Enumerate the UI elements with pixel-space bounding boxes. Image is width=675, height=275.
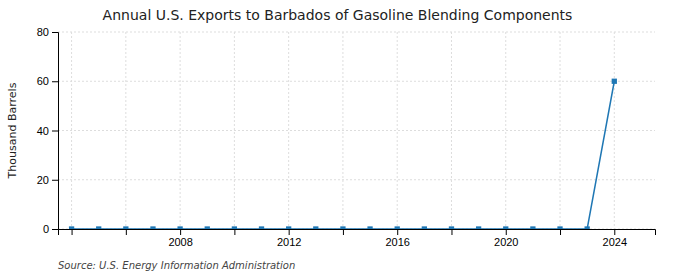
x-tick-label: 2020: [494, 236, 518, 248]
x-tick-mark: [343, 229, 344, 235]
x-tick: [560, 229, 561, 235]
y-tick-label: 60: [37, 75, 49, 87]
point: [449, 226, 454, 229]
y-tick-label: 0: [43, 223, 49, 235]
y-tick-mark: [52, 131, 58, 132]
point: [259, 226, 264, 229]
grid-line-y: [58, 32, 655, 33]
y-tick-mark: [52, 180, 58, 181]
y-tick-mark: [52, 32, 58, 33]
point: [205, 226, 210, 229]
point: [340, 226, 345, 229]
point: [530, 226, 535, 229]
point: [367, 226, 372, 229]
x-tick-label: 2012: [277, 236, 301, 248]
x-tick-mark: [72, 229, 73, 235]
y-tick: 0: [43, 223, 58, 235]
point: [503, 226, 508, 229]
y-tick: 20: [37, 174, 58, 186]
x-tick-label: 2016: [385, 236, 409, 248]
title: Annual U.S. Exports to Barbados of Gasol…: [103, 7, 573, 23]
x-tick-label: 2008: [168, 236, 192, 248]
grid-line-x: [288, 32, 289, 229]
x-tick: [234, 229, 235, 235]
x-axis: 2008 2012 2016 2020 2024: [59, 229, 656, 248]
chart: 2008 2012 2016 2020 2024 0 20 40 60 80 Annual U.S.…: [0, 0, 675, 275]
y-tick-label: 40: [37, 125, 49, 137]
point: [177, 226, 182, 229]
point: [476, 226, 481, 229]
point: [150, 226, 155, 229]
point: [123, 226, 128, 229]
x-tick-mark: [614, 229, 615, 235]
grid-line-y: [58, 81, 655, 82]
x-tick: 2016: [385, 229, 409, 248]
x-tick: [451, 229, 452, 235]
line: [72, 81, 615, 229]
x-tick: 2024: [603, 229, 627, 248]
point: [69, 226, 74, 229]
grid-line-y: [58, 179, 655, 180]
x-tick-mark: [289, 229, 290, 235]
x-tick-label: 2024: [603, 236, 627, 248]
x-tick-mark: [126, 229, 127, 235]
x-tick: 2020: [494, 229, 518, 248]
point: [286, 226, 291, 229]
y-axis: 0 20 40 60 80: [37, 26, 59, 235]
x-tick-mark: [397, 229, 398, 235]
y-tick-mark: [52, 81, 58, 82]
x-tick: [126, 229, 127, 235]
grid-line-y: [58, 130, 655, 131]
x-tick-mark: [506, 229, 507, 235]
x-tick: 2012: [277, 229, 301, 248]
y-tick: 80: [37, 26, 58, 38]
x-tick-mark: [180, 229, 181, 235]
x-tick-mark: [560, 229, 561, 235]
point: [313, 226, 318, 229]
y-tick: 40: [37, 125, 58, 137]
x-tick-mark: [234, 229, 235, 235]
y-tick-label: 20: [37, 174, 49, 186]
y-axis-title: Thousand Barrels: [6, 82, 19, 179]
point: [232, 226, 237, 229]
y-tick: 60: [37, 75, 58, 87]
marks: [69, 79, 617, 229]
point: [557, 226, 562, 229]
grid: [58, 32, 655, 229]
point: [395, 226, 400, 229]
y-tick-label: 80: [37, 26, 49, 38]
point: [585, 226, 590, 229]
point: [612, 79, 617, 84]
x-tick: [72, 229, 73, 235]
x-tick-mark: [451, 229, 452, 235]
grid-line-x: [397, 32, 398, 229]
y-tick-mark: [52, 229, 58, 230]
plot: 2008 2012 2016 2020 2024 0 20 40 60 80: [37, 26, 656, 248]
point: [422, 226, 427, 229]
point: [96, 226, 101, 229]
source-note: Source: U.S. Energy Information Administ…: [58, 260, 295, 271]
x-axis-line: [59, 230, 656, 236]
y-axis-line: [52, 33, 59, 230]
x-tick: [343, 229, 344, 235]
x-tick: 2008: [168, 229, 192, 248]
